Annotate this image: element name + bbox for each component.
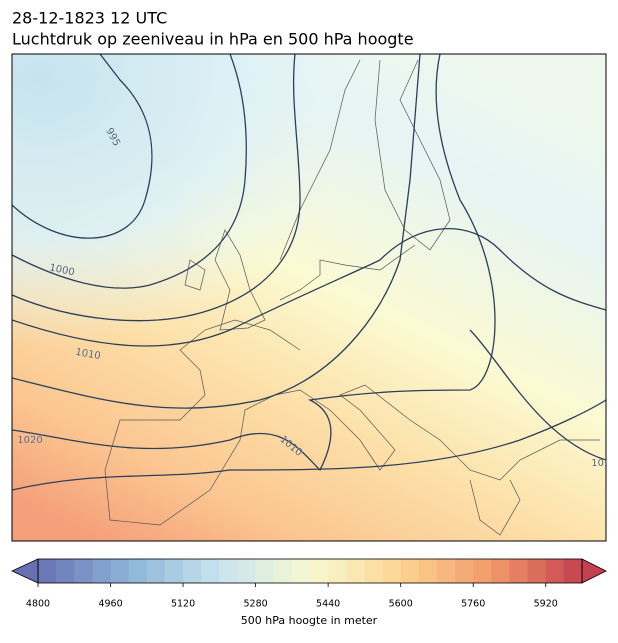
colorbar-band	[382, 559, 401, 583]
colorbar: 4800 4960 5120 5280 5440 5600 5760 5920	[11, 558, 607, 610]
colorbar-band	[563, 559, 583, 583]
colorbar-band	[545, 559, 565, 583]
colorbar-band	[38, 559, 57, 583]
colorbar-frame	[37, 558, 583, 584]
isobar-label: 1010	[74, 347, 101, 362]
isobar-lines	[12, 54, 606, 491]
colorbar-label: 500 hPa hoogte in meter	[241, 614, 378, 627]
colorbar-extend-low	[11, 558, 39, 584]
colorbar-tick-label: 5120	[171, 599, 195, 610]
colorbar-band	[56, 559, 75, 583]
colorbar-tick-label: 5760	[461, 599, 485, 610]
colorbar-band	[400, 559, 420, 583]
colorbar-band	[146, 559, 166, 583]
colorbar-band	[364, 559, 383, 583]
colorbar-band	[291, 559, 311, 583]
map-subtitle: Luchtdruk op zeeniveau in hPa en 500 hPa…	[12, 30, 414, 49]
isobar-label: 1020	[17, 435, 42, 446]
colorbar-tick-label: 5920	[534, 599, 558, 610]
colorbar-tick-label: 4960	[98, 599, 122, 610]
colorbar-band	[128, 559, 148, 583]
colorbar-band	[473, 559, 492, 583]
colorbar-tick-label: 5600	[389, 599, 413, 610]
colorbar-tick-label: 5440	[316, 599, 340, 610]
colorbar-band	[183, 559, 202, 583]
map-title: 28-12-1823 12 UTC	[12, 9, 167, 28]
colorbar-band	[527, 559, 547, 583]
colorbar-band	[310, 559, 329, 583]
colorbar-band	[328, 559, 347, 583]
colorbar-band	[92, 559, 111, 583]
colorbar-band	[201, 559, 220, 583]
colorbar-tick-label: 4800	[26, 599, 50, 610]
colorbar-band	[491, 559, 510, 583]
colorbar-band	[346, 559, 365, 583]
isobar-label: 1000	[48, 262, 75, 278]
isobar-label: 1010	[591, 458, 616, 469]
colorbar-band	[74, 559, 93, 583]
colorbar-band	[509, 559, 528, 583]
colorbar-band	[219, 559, 238, 583]
colorbar-band	[255, 559, 275, 583]
colorbar-band	[110, 559, 129, 583]
colorbar-extend-high	[581, 558, 607, 584]
colorbar-band	[418, 559, 438, 583]
map-frame	[11, 53, 607, 542]
colorbar-band	[273, 559, 293, 583]
colorbar-band	[164, 559, 184, 583]
colorbar-band	[436, 559, 456, 583]
colorbar-tick-label: 5280	[244, 599, 268, 610]
colorbar-band	[237, 559, 256, 583]
colorbar-band	[455, 559, 474, 583]
height-field-low	[12, 54, 606, 541]
